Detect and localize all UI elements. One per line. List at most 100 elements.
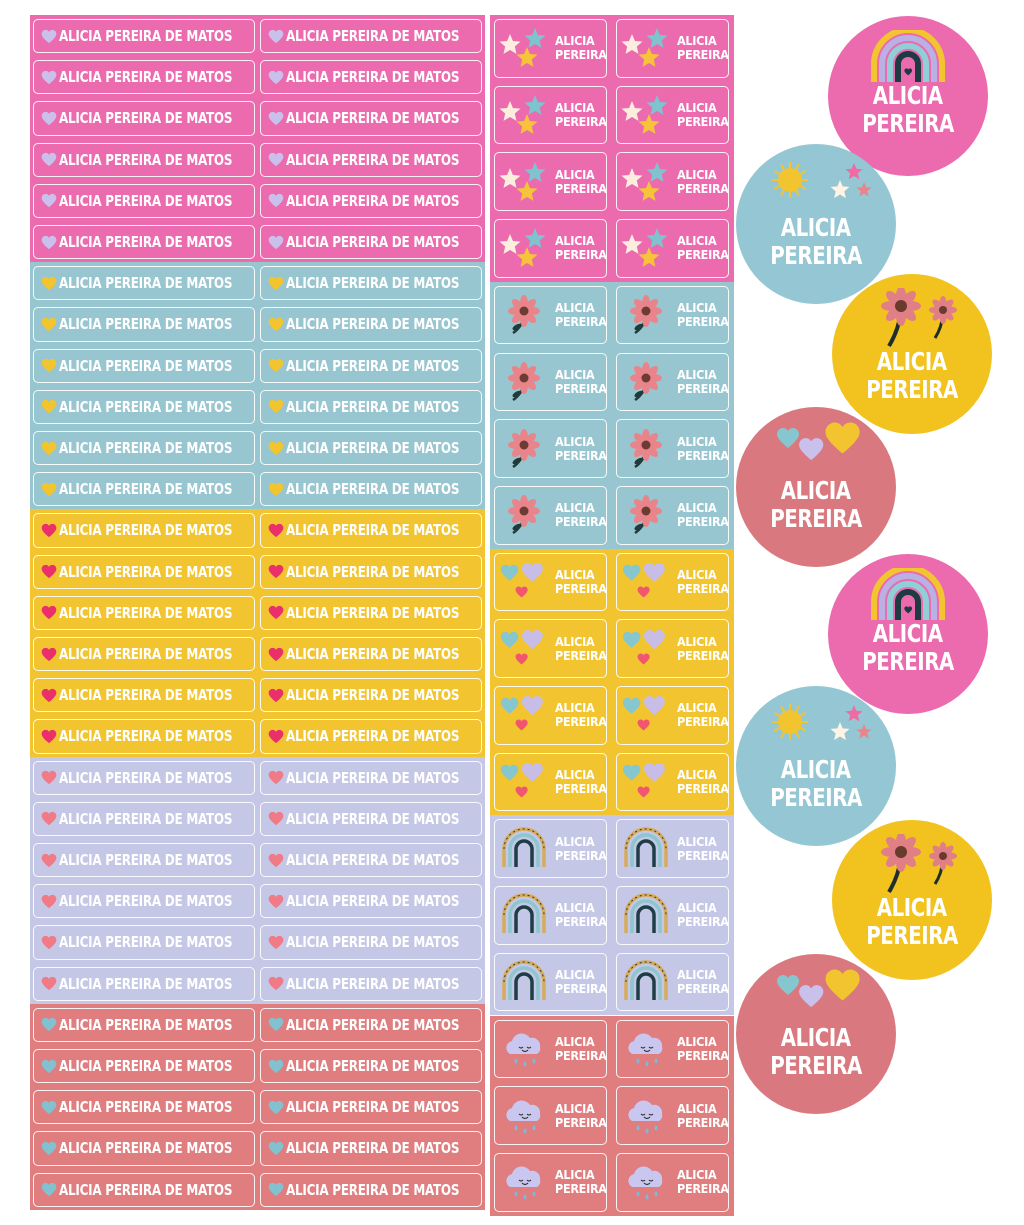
long-label-band-lavender <box>30 756 485 1004</box>
flowers-icon <box>857 834 967 894</box>
heart-icon <box>268 564 284 579</box>
long-label-band-rose <box>30 1003 485 1210</box>
heart-icon <box>41 1059 57 1074</box>
heart-icon <box>41 152 57 167</box>
name-label-long: ALICIA PEREIRA DE MATOS <box>33 843 255 878</box>
name-label-square: ALICIA PEREIRA <box>616 1086 729 1145</box>
label-name: ALICIA PEREIRA DE MATOS <box>286 150 460 169</box>
name-label-square: ALICIA PEREIRA <box>494 686 607 745</box>
label-name: ALICIA PEREIRA <box>677 967 729 997</box>
name-label-square: ALICIA PEREIRA <box>494 752 607 812</box>
heart-icon <box>268 811 284 826</box>
name-label-square: ALICIA PEREIRA <box>616 85 729 145</box>
name-label-long: ALICIA PEREIRA DE MATOS <box>33 472 255 507</box>
heart-icon <box>268 193 284 208</box>
sticker-last-name: PEREIRA <box>770 504 862 533</box>
label-name: ALICIA PEREIRA DE MATOS <box>286 27 460 46</box>
name-label-square: ALICIA PEREIRA <box>494 552 607 612</box>
name-label-square: ALICIA PEREIRA <box>494 1019 607 1079</box>
heart-icon <box>41 935 57 950</box>
name-label-square: ALICIA PEREIRA <box>494 152 607 212</box>
hearts-icon <box>497 760 551 804</box>
sticker-first-name: ALICIA <box>781 213 851 242</box>
name-label-square: ALICIA PEREIRA <box>616 752 729 812</box>
cloud-icon <box>619 1160 673 1204</box>
name-label-long: ALICIA PEREIRA DE MATOS <box>33 389 255 424</box>
label-name: ALICIA PEREIRA DE MATOS <box>286 1180 460 1199</box>
label-name: ALICIA PEREIRA DE MATOS <box>59 521 233 540</box>
round-sticker: ALICIA PEREIRA <box>828 16 988 176</box>
round-sticker: ALICIA PEREIRA <box>828 554 988 714</box>
name-label-long: ALICIA PEREIRA DE MATOS <box>260 843 482 878</box>
label-name: ALICIA PEREIRA DE MATOS <box>286 1139 460 1158</box>
rainbow-icon <box>868 568 948 620</box>
heart-icon <box>41 482 57 497</box>
label-name: ALICIA PEREIRA DE MATOS <box>286 68 460 87</box>
stars-icon <box>497 94 551 136</box>
heart-icon <box>268 317 284 332</box>
name-label-long: ALICIA PEREIRA DE MATOS <box>260 678 482 713</box>
heart-icon <box>268 1182 284 1197</box>
sticker-first-name: ALICIA <box>877 347 947 376</box>
name-label-square: ALICIA PEREIRA <box>616 152 729 212</box>
sun-stars-icon <box>756 158 876 214</box>
heart-icon <box>41 853 57 868</box>
label-name: ALICIA PEREIRA DE MATOS <box>59 274 233 293</box>
hearts-icon <box>497 560 551 604</box>
name-label-long: ALICIA PEREIRA DE MATOS <box>33 431 255 466</box>
label-name: ALICIA PEREIRA <box>555 233 607 263</box>
rainbow-icon <box>868 30 948 82</box>
label-name: ALICIA PEREIRA DE MATOS <box>59 892 233 911</box>
heart-icon <box>268 1141 284 1156</box>
long-label-band-yellow <box>30 509 485 757</box>
label-name: ALICIA PEREIRA DE MATOS <box>59 233 233 252</box>
name-label-long: ALICIA PEREIRA DE MATOS <box>260 801 482 836</box>
label-name: ALICIA PEREIRA <box>555 500 607 530</box>
heart-icon <box>268 276 284 291</box>
label-name: ALICIA PEREIRA <box>677 633 729 663</box>
name-label-square: ALICIA PEREIRA <box>494 419 607 478</box>
label-name: ALICIA PEREIRA <box>555 1100 607 1130</box>
heart-icon <box>268 976 284 991</box>
heart-icon <box>268 29 284 44</box>
name-label-long: ALICIA PEREIRA DE MATOS <box>33 60 255 95</box>
label-name: ALICIA PEREIRA DE MATOS <box>59 27 233 46</box>
label-name: ALICIA PEREIRA <box>555 633 607 663</box>
label-name: ALICIA PEREIRA <box>677 767 729 797</box>
heart-icon <box>268 523 284 538</box>
name-label-long: ALICIA PEREIRA DE MATOS <box>260 719 482 754</box>
heart-icon <box>41 235 57 250</box>
flower-icon <box>497 427 551 471</box>
label-name: ALICIA PEREIRA <box>677 1167 729 1197</box>
flower-icon <box>619 360 673 404</box>
rainbow-icon <box>619 893 673 937</box>
name-label-long: ALICIA PEREIRA DE MATOS <box>260 183 482 218</box>
label-name: ALICIA PEREIRA DE MATOS <box>59 645 233 664</box>
name-label-long: ALICIA PEREIRA DE MATOS <box>260 19 482 54</box>
sticker-last-name: PEREIRA <box>866 375 958 404</box>
heart-icon <box>268 688 284 703</box>
heart-icon <box>268 894 284 909</box>
label-name: ALICIA PEREIRA DE MATOS <box>286 562 460 581</box>
name-label-long: ALICIA PEREIRA DE MATOS <box>33 348 255 383</box>
label-name: ALICIA PEREIRA <box>555 767 607 797</box>
name-label-long: ALICIA PEREIRA DE MATOS <box>260 925 482 960</box>
stars-icon <box>619 27 673 69</box>
label-name: ALICIA PEREIRA DE MATOS <box>59 603 233 622</box>
heart-icon <box>268 70 284 85</box>
name-label-square: ALICIA PEREIRA <box>616 1152 729 1212</box>
sticker-last-name: PEREIRA <box>866 921 958 950</box>
stars-icon <box>619 94 673 136</box>
name-label-square: ALICIA PEREIRA <box>616 485 729 545</box>
flowers-icon <box>857 288 967 348</box>
flower-icon <box>619 427 673 471</box>
label-name: ALICIA PEREIRA <box>677 566 729 596</box>
heart-icon <box>268 729 284 744</box>
hearts-icon <box>766 968 866 1024</box>
name-label-square: ALICIA PEREIRA <box>494 219 607 278</box>
heart-icon <box>41 276 57 291</box>
label-name: ALICIA PEREIRA DE MATOS <box>59 1139 233 1158</box>
name-label-square: ALICIA PEREIRA <box>494 619 607 678</box>
name-label-square: ALICIA PEREIRA <box>494 352 607 412</box>
